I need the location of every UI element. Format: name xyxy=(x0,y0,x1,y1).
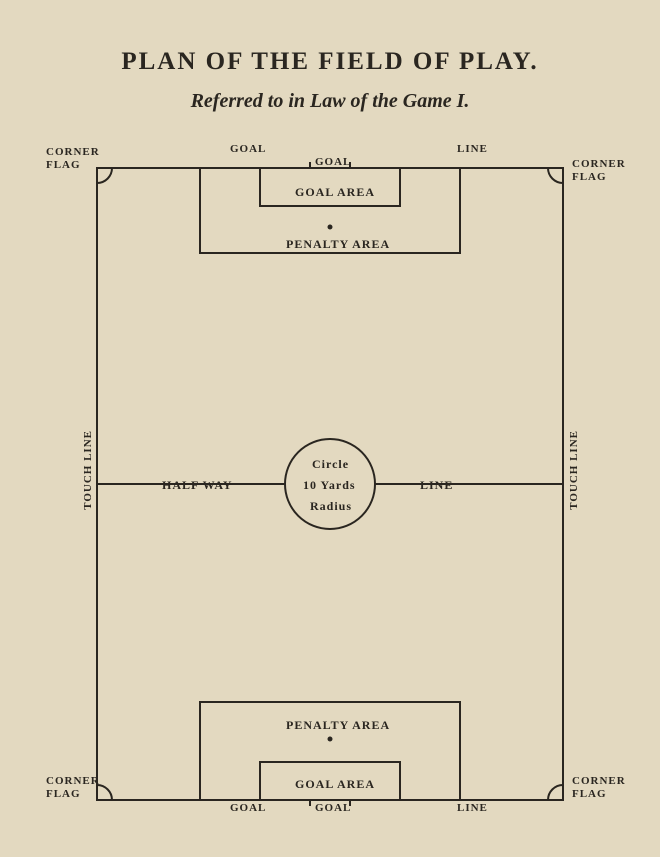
page-subtitle: Referred to in Law of the Game I. xyxy=(0,90,660,113)
field-diagram xyxy=(45,155,615,845)
page-title: PLAN OF THE FIELD OF PLAY. xyxy=(0,48,660,76)
